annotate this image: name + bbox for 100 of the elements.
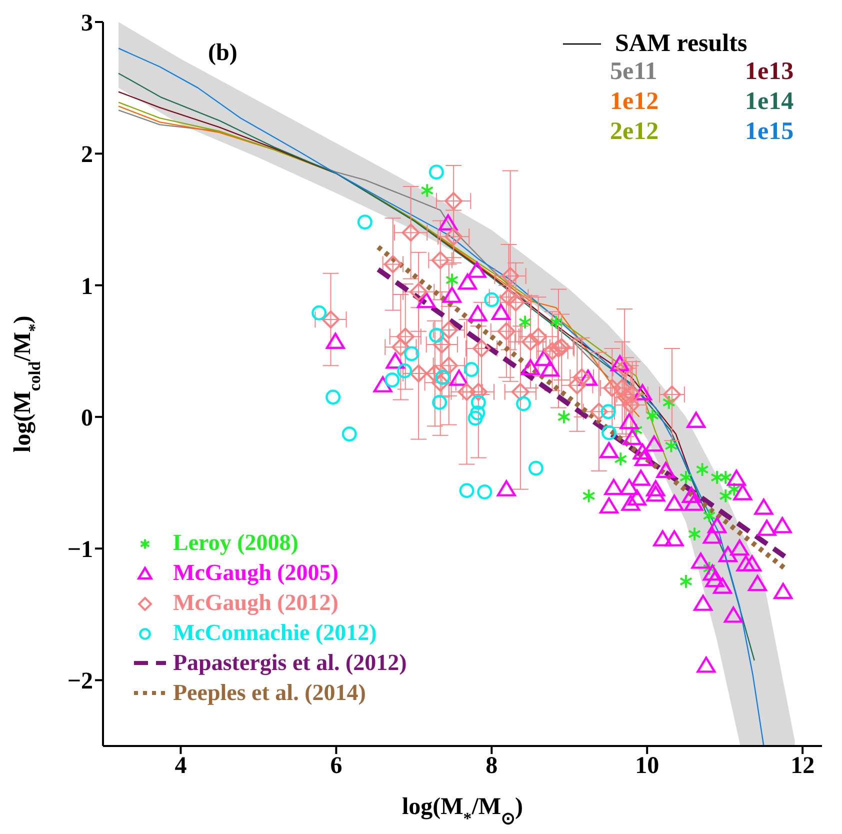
point bbox=[600, 442, 619, 458]
point bbox=[459, 483, 474, 498]
point bbox=[500, 288, 518, 306]
point bbox=[529, 328, 548, 346]
point bbox=[682, 486, 701, 503]
point bbox=[396, 328, 414, 346]
point bbox=[604, 478, 624, 496]
point bbox=[440, 321, 458, 340]
text: 1e15 bbox=[745, 118, 794, 145]
point bbox=[662, 386, 681, 404]
point bbox=[442, 286, 462, 303]
point bbox=[686, 412, 706, 428]
point bbox=[696, 656, 716, 673]
point bbox=[705, 571, 724, 588]
point bbox=[557, 410, 571, 424]
point bbox=[631, 470, 650, 486]
point bbox=[688, 526, 702, 542]
point bbox=[386, 352, 405, 369]
point bbox=[719, 488, 732, 504]
point bbox=[357, 214, 372, 230]
y-tick-label: 1 bbox=[81, 274, 93, 300]
point bbox=[664, 494, 684, 511]
point bbox=[748, 574, 767, 592]
point bbox=[501, 267, 520, 286]
point bbox=[458, 382, 476, 401]
point bbox=[691, 552, 710, 569]
point bbox=[467, 262, 486, 278]
point bbox=[694, 594, 713, 611]
point bbox=[664, 438, 678, 454]
point bbox=[702, 528, 722, 544]
x-tick-label: 10 bbox=[635, 753, 660, 780]
point bbox=[472, 339, 491, 358]
point bbox=[402, 224, 420, 242]
legend-label: Peeples et al. (2014) bbox=[173, 680, 366, 705]
x-tick-label: 6 bbox=[330, 753, 342, 780]
point bbox=[664, 530, 684, 546]
y-tick-label: 0 bbox=[81, 405, 93, 432]
point bbox=[491, 304, 510, 320]
point bbox=[719, 470, 732, 485]
point bbox=[521, 359, 540, 376]
point bbox=[726, 470, 746, 486]
point bbox=[432, 394, 448, 410]
point bbox=[622, 396, 640, 414]
point bbox=[632, 384, 652, 400]
point bbox=[522, 332, 540, 351]
point bbox=[404, 346, 420, 362]
point bbox=[679, 470, 693, 485]
point bbox=[440, 356, 458, 375]
point bbox=[438, 214, 458, 231]
point bbox=[754, 498, 774, 515]
point bbox=[696, 462, 709, 477]
legend-label: McGaugh (2012) bbox=[173, 590, 338, 615]
point bbox=[603, 378, 622, 397]
point bbox=[614, 452, 628, 466]
annotation: (b) bbox=[208, 40, 238, 66]
point bbox=[312, 305, 327, 320]
x-tick-label: 12 bbox=[790, 753, 815, 780]
point bbox=[600, 497, 619, 514]
point bbox=[679, 574, 693, 589]
point bbox=[702, 508, 716, 524]
point bbox=[549, 339, 568, 358]
point bbox=[730, 539, 750, 556]
point bbox=[582, 488, 596, 504]
point bbox=[326, 332, 345, 349]
point bbox=[506, 293, 525, 312]
point bbox=[432, 336, 451, 354]
point bbox=[373, 376, 392, 392]
point bbox=[392, 338, 410, 356]
point bbox=[702, 564, 722, 581]
point bbox=[613, 378, 632, 397]
point bbox=[326, 390, 341, 405]
text: 2e12 bbox=[610, 118, 659, 145]
point bbox=[384, 372, 400, 388]
point bbox=[628, 489, 647, 506]
legend-label: McGaugh (2005) bbox=[173, 560, 338, 585]
point bbox=[540, 360, 560, 377]
legend-title: SAM results bbox=[615, 30, 748, 58]
point bbox=[468, 410, 483, 426]
point bbox=[632, 443, 652, 460]
point bbox=[477, 484, 492, 500]
point bbox=[568, 376, 586, 394]
point bbox=[484, 292, 500, 308]
point bbox=[662, 395, 676, 410]
point bbox=[431, 374, 450, 392]
x-tick-label: 8 bbox=[486, 753, 498, 780]
point bbox=[431, 251, 450, 270]
point bbox=[450, 370, 468, 386]
point bbox=[518, 314, 532, 330]
point bbox=[550, 314, 563, 330]
point bbox=[342, 426, 357, 442]
point bbox=[468, 305, 488, 322]
text: 1e12 bbox=[610, 88, 659, 115]
point bbox=[552, 338, 571, 356]
point bbox=[718, 546, 738, 562]
point bbox=[623, 386, 642, 404]
point bbox=[511, 382, 530, 401]
point bbox=[733, 484, 752, 500]
y-tick-label: 2 bbox=[81, 142, 93, 168]
point bbox=[590, 402, 608, 421]
point bbox=[724, 606, 743, 623]
